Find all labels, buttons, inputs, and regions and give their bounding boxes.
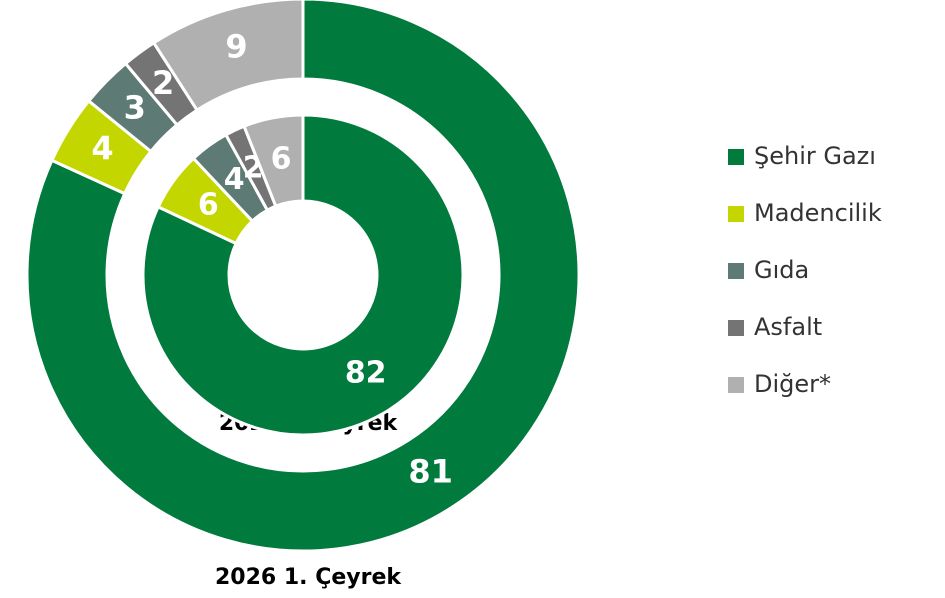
data-label: 4	[91, 130, 113, 168]
data-label: 3	[124, 88, 146, 126]
data-label: 6	[198, 188, 219, 223]
data-label: 82	[345, 355, 387, 390]
legend-swatch	[728, 206, 744, 222]
legend-swatch	[728, 377, 744, 393]
slice	[151, 0, 305, 113]
data-label: 2	[152, 64, 174, 102]
legend-label: Madencilik	[754, 199, 882, 227]
slice	[25, 0, 581, 553]
data-label: 9	[225, 28, 247, 66]
data-label: 81	[408, 453, 453, 491]
legend-label: Asfalt	[754, 313, 822, 341]
slice	[141, 113, 465, 437]
slice	[242, 113, 305, 209]
data-label: 4	[224, 162, 245, 197]
legend-label: Şehir Gazı	[754, 142, 876, 170]
legend-label: Gıda	[754, 256, 809, 284]
legend-label: Diğer*	[754, 370, 831, 398]
ring-label: 2026 1. Çeyrek	[215, 565, 402, 590]
legend-swatch	[728, 263, 744, 279]
legend-swatch	[728, 320, 744, 336]
legend-swatch	[728, 149, 744, 165]
data-label: 6	[271, 142, 292, 177]
